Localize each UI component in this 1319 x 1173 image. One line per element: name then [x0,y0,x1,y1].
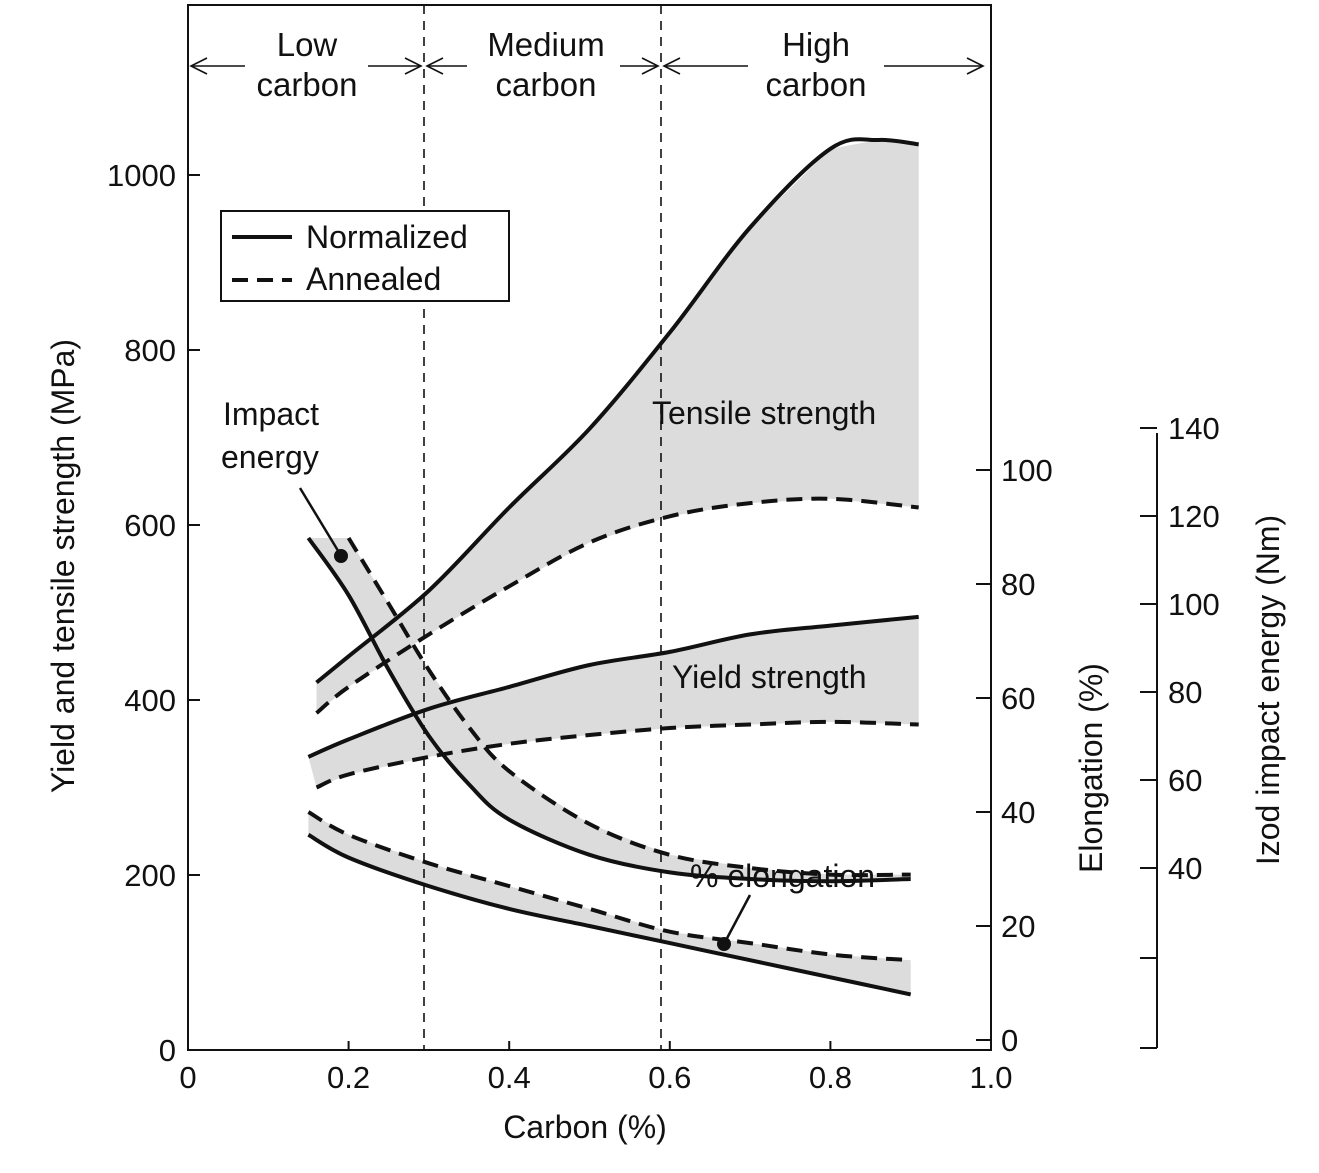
region-medium-line1: Medium [487,26,604,63]
y-impact-axis-title: Izod impact energy (Nm) [1250,515,1286,865]
region-low-line1: Low [277,26,338,63]
y-impact-tick-label: 140 [1168,411,1220,446]
impact-pointer [298,487,342,555]
y-impact-tick-label: 100 [1168,587,1220,622]
series-tensile-normalized [315,137,919,685]
band-tensile [316,140,919,714]
annotation-tensile-strength: Tensile strength [652,395,876,431]
y-impact-tick-label: 120 [1168,499,1220,534]
x-tick-label: 1.0 [969,1060,1012,1095]
series-yield-normalized [307,614,919,759]
impact-marker [334,549,348,563]
x-axis-title: Carbon (%) [503,1109,667,1145]
y-elongation-tick-label: 80 [1001,567,1035,602]
annotation-elongation: % elongation [690,858,875,894]
y-elongation-tick-label: 40 [1001,795,1035,830]
legend-label-normalized: Normalized [306,219,468,255]
region-arrows [189,57,985,75]
region-high-line1: High [782,26,850,63]
legend-box [220,210,510,302]
y-left-tick-label: 400 [124,683,176,718]
series-elongation-normalized [307,833,912,997]
series-impact-normalized [306,536,911,884]
series-yield-annealed [315,719,919,790]
y-left-tick-label: 600 [124,508,176,543]
y-impact-tick-label: 80 [1168,675,1202,710]
y-left-tick-label: 200 [124,858,176,893]
y-elongation-tick-label: 100 [1001,453,1053,488]
y-elongation-tick-label: 0 [1001,1023,1018,1058]
elongation-marker [717,937,731,951]
y-left-tick-label: 0 [159,1033,176,1068]
y-left-tick-label: 1000 [107,158,176,193]
y-left-tick-label: 800 [124,333,176,368]
x-tick-label: 0.2 [327,1060,370,1095]
curves [306,137,919,997]
y-impact-tick-label: 60 [1168,763,1202,798]
y-elongation-tick-label: 60 [1001,681,1035,716]
x-tick-label: 0.4 [488,1060,531,1095]
region-low-line2: carbon [257,66,358,103]
series-tensile-annealed [315,496,919,715]
annotation-yield-strength: Yield strength [672,659,866,695]
elongation-pointer [723,894,752,943]
ticks: 0 0.2 0.4 0.6 0.8 1.0020040060080010000204060… [107,158,1220,1095]
annotation-impact-line2: energy [221,439,319,475]
y-elongation-tick-label: 20 [1001,909,1035,944]
annotation-impact-line1: Impact [223,396,319,432]
region-high-line2: carbon [766,66,867,103]
y-impact-tick-label: 40 [1168,851,1202,886]
y-left-axis-title: Yield and tensile strength (MPa) [45,339,81,793]
legend: Normalized Annealed [220,210,510,302]
x-tick-label: 0.6 [648,1060,691,1095]
series-impact-annealed [346,536,911,878]
region-medium-line2: carbon [496,66,597,103]
legend-label-annealed: Annealed [306,261,441,297]
y-elongation-axis-title: Elongation (%) [1073,663,1109,873]
series-elongation-annealed [307,810,911,963]
band-elongation [308,812,911,995]
x-tick-label: 0.8 [809,1060,852,1095]
x-tick-label: 0 [179,1060,196,1095]
